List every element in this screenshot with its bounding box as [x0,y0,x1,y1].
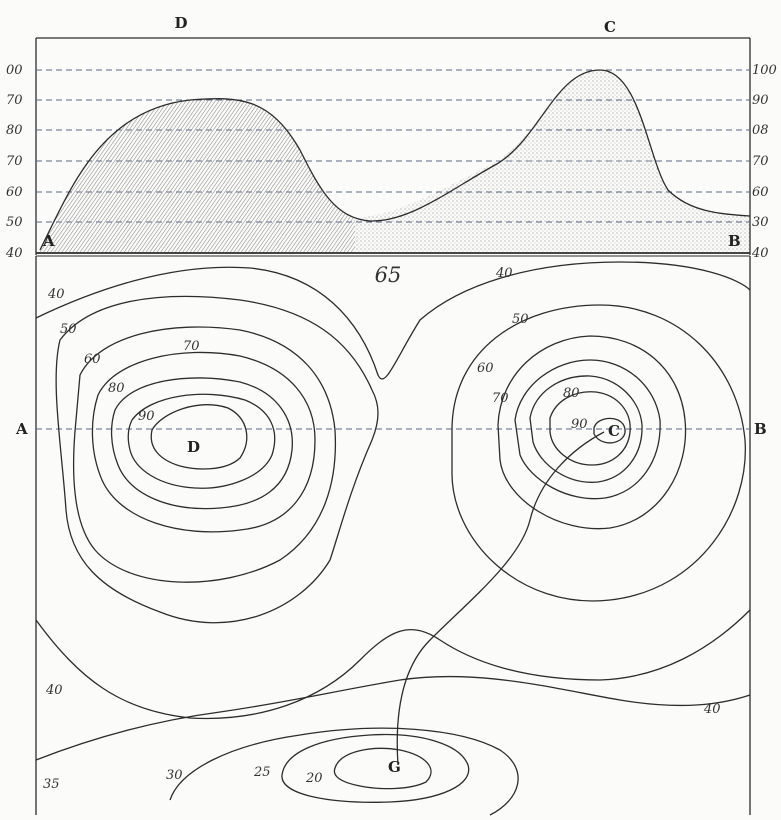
peak-label-g: G [388,758,401,776]
scale-right-label: 100 [752,63,777,78]
contour-label: 70 [492,391,509,406]
contour-label: 70 [183,339,200,354]
contour-map: A B D C G 40 50 60 70 80 [15,256,767,816]
profile-outline [39,69,751,251]
scale-left-label: 00 [6,63,23,78]
contour-label: 80 [563,386,580,401]
contour-label: 40 [703,702,721,717]
contour-label: 40 [47,287,65,302]
contour-line-70-left [91,351,316,533]
scale-right-label: 30 [752,215,769,230]
contour-line-50-left [55,295,379,624]
scale-left-label: 60 [6,185,23,200]
contour-line-40-outer [35,261,751,380]
contour-label: 60 [477,361,494,376]
profile-right-hill [355,70,750,253]
contour-line-50-right [451,304,746,602]
contour-line-60-right [497,335,687,530]
contour-line-25 [281,733,470,803]
contour-line-100-right [593,417,626,444]
right-elevation-scale: 100 90 08 70 60 30 40 [751,63,777,261]
contour-line-20 [333,747,432,790]
scale-left-label: 40 [5,246,23,261]
profile-end-label-b: B [728,232,741,250]
profile-left-hill [40,98,355,254]
contour-label: 50 [512,312,529,327]
scale-left-label: 50 [6,215,23,230]
scale-right-label: 70 [752,154,769,169]
scale-left-label: 70 [6,93,23,108]
contour-line-90-left [127,393,276,489]
contour-label: 50 [60,322,77,337]
profile-end-label-a: A [42,232,55,250]
peak-label-c: C [608,422,620,440]
contour-line-80-right [529,375,643,483]
contour-line-100-left [150,404,248,470]
contour-line-60-left [72,326,337,583]
section-label-b: B [754,420,767,438]
left-elevation-scale: 00 70 80 70 60 50 40 [5,63,23,261]
contour-line-70-right [514,359,661,500]
contour-label: 60 [84,352,101,367]
scale-left-label: 70 [6,154,23,169]
contour-label: 40 [495,266,513,281]
plate-number: 65 [375,263,402,287]
contour-label: 30 [166,768,183,783]
scale-left-label: 80 [6,123,23,138]
contour-line-30 [169,727,519,816]
contour-label: 80 [108,381,125,396]
scale-right-label: 90 [752,93,769,108]
contour-label: 20 [305,771,323,786]
contour-line-90-right [549,391,631,466]
route-line-c-to-g [396,431,605,766]
contour-line-35 [35,675,751,761]
contour-label: 35 [43,777,60,792]
elevation-profile: D C A B 00 70 80 70 60 50 40 100 90 08 7… [5,14,777,261]
contour-label: 40 [45,683,63,698]
profile-peak-label-d: D [174,14,187,32]
contour-line-80-left [110,377,293,510]
contour-label: 90 [138,409,155,424]
scale-right-label: 40 [751,246,769,261]
contour-line-40-lower [35,609,751,720]
scale-right-label: 60 [752,185,769,200]
scale-right-label: 08 [752,123,769,138]
section-label-a: A [15,420,28,438]
peak-label-d: D [187,438,200,456]
contour-label: 90 [571,417,588,432]
contour-label: 25 [253,765,271,780]
profile-peak-label-c: C [604,18,616,36]
